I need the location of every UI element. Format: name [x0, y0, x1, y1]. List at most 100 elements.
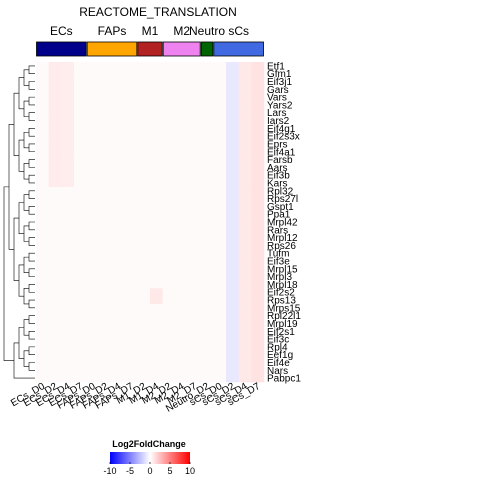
heatmap-cell — [200, 358, 214, 367]
heatmap-cell — [213, 93, 227, 102]
heatmap-cell — [86, 264, 100, 274]
heatmap-cell — [124, 140, 138, 149]
heatmap-cell — [61, 101, 75, 110]
heatmap-cell — [86, 342, 100, 352]
heatmap-cell — [175, 225, 189, 234]
heatmap-cell — [74, 303, 87, 313]
heatmap-cell — [86, 210, 100, 219]
group-label: M2 — [173, 24, 190, 38]
heatmap-cell — [251, 296, 265, 305]
row-label: Mrpl12 — [267, 233, 298, 244]
heatmap-cell — [124, 202, 138, 211]
heatmap-cell — [61, 116, 75, 125]
heatmap-cell — [226, 77, 239, 86]
heatmap-cell — [188, 374, 201, 383]
heatmap-cell — [150, 350, 163, 359]
heatmap-cell — [213, 194, 227, 203]
heatmap-cell — [86, 319, 100, 328]
heatmap-cell — [74, 218, 87, 227]
heatmap-cell — [36, 77, 49, 86]
heatmap-cell — [74, 342, 87, 352]
heatmap-cell — [48, 194, 62, 203]
heatmap-cell — [137, 108, 151, 117]
heatmap-cell — [36, 218, 49, 227]
heatmap-cell — [99, 140, 113, 149]
group-label: Neutro — [189, 24, 225, 38]
heatmap-cell — [86, 186, 100, 195]
heatmap-cell — [188, 280, 201, 289]
color-legend: Log2FoldChange -10 -5 0 5 10 — [103, 439, 195, 476]
heatmap-cell — [175, 342, 189, 352]
dendrogram-branch — [23, 131, 29, 149]
heatmap-cell — [48, 241, 62, 250]
heatmap-cell — [86, 124, 100, 133]
heatmap-cell — [124, 358, 138, 367]
heatmap-cell — [213, 241, 227, 250]
heatmap-cell — [150, 116, 163, 125]
dendrogram-branch — [28, 128, 35, 137]
heatmap-cell — [48, 163, 62, 172]
heatmap-cell — [238, 77, 252, 86]
heatmap-cell — [150, 101, 163, 110]
heatmap-cell — [251, 264, 265, 274]
heatmap-cell — [150, 319, 163, 328]
heatmap-cell — [175, 280, 189, 289]
heatmap-cell — [48, 171, 62, 180]
heatmap-cell — [188, 171, 201, 180]
heatmap-cell — [251, 319, 265, 328]
heatmap-cell — [61, 186, 75, 195]
heatmap-cell — [150, 335, 163, 344]
heatmap-cell — [124, 319, 138, 328]
heatmap-cell — [150, 233, 163, 242]
heatmap-cell — [226, 140, 239, 149]
heatmap-cell — [238, 327, 252, 336]
heatmap-cell — [124, 303, 138, 313]
heatmap-cell — [188, 186, 201, 195]
heatmap-cell — [251, 225, 265, 234]
heatmap-cell — [238, 179, 252, 188]
heatmap-cell — [137, 140, 151, 149]
heatmap-cell — [188, 327, 201, 336]
heatmap-cell — [124, 194, 138, 203]
heatmap-cell — [162, 62, 176, 71]
heatmap-cell — [200, 132, 214, 141]
heatmap-cell — [213, 350, 227, 359]
heatmap-cell — [86, 358, 100, 367]
heatmap-cell — [36, 124, 49, 133]
heatmap-cell — [36, 171, 49, 180]
heatmap-cell — [112, 163, 125, 172]
row-label: Eef1g — [267, 350, 293, 361]
legend-color-bar — [110, 452, 190, 464]
heatmap-cell — [162, 218, 176, 227]
heatmap-cell — [162, 288, 176, 297]
heatmap-cell — [74, 225, 87, 234]
heatmap-cell — [162, 101, 176, 110]
heatmap-cell — [175, 163, 189, 172]
heatmap-cell — [175, 358, 189, 367]
heatmap-cell — [150, 77, 163, 86]
dendrogram-branch — [28, 206, 35, 215]
heatmap-cell — [188, 225, 201, 234]
heatmap-cell — [86, 225, 100, 234]
heatmap-cell — [238, 140, 252, 149]
row-label: Eif4e — [267, 358, 290, 369]
heatmap-cell — [86, 288, 100, 297]
heatmap-cell — [124, 374, 138, 383]
heatmap-cell — [213, 272, 227, 281]
heatmap-cell — [86, 303, 100, 313]
heatmap-cell — [226, 179, 239, 188]
heatmap-cell — [162, 108, 176, 117]
heatmap-cell — [74, 335, 87, 344]
heatmap-cell — [175, 311, 189, 320]
heatmap-cell — [162, 69, 176, 78]
heatmap-cell — [238, 186, 252, 195]
heatmap-cell — [112, 194, 125, 203]
heatmap-cell — [150, 194, 163, 203]
heatmap-cell — [251, 303, 265, 313]
heatmap-cell — [36, 179, 49, 188]
group-bar — [213, 41, 264, 57]
heatmap-cell — [36, 335, 49, 344]
heatmap-cell — [86, 374, 100, 383]
heatmap-cell — [162, 124, 176, 133]
heatmap-cell — [200, 327, 214, 336]
